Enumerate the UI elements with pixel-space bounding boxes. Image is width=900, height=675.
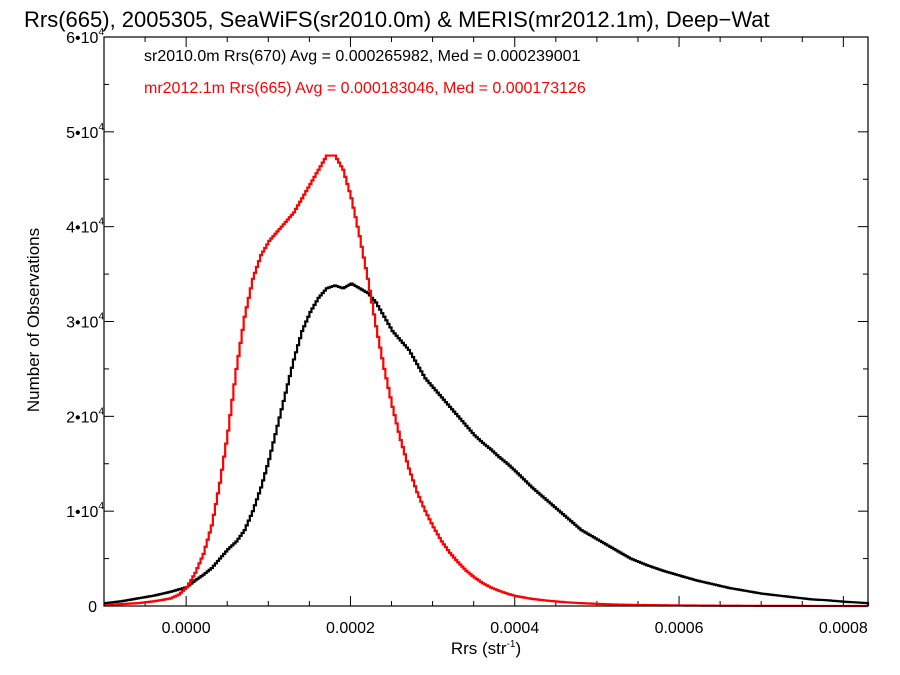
x-axis-label: Rrs (str-1) [451, 639, 521, 658]
plot-frame [103, 36, 869, 607]
x-tick-label: 0.0006 [655, 620, 704, 637]
x-tick-label: 0.0004 [490, 620, 539, 637]
x-tick-label: 0.0002 [326, 620, 375, 637]
y-tick-label: 3•104 [66, 312, 104, 332]
y-tick-labels: 0 1•104 2•104 3•104 4•104 5•104 6•104 [66, 27, 104, 616]
x-tick-label: 0.0000 [162, 620, 211, 637]
y-tick-label: 6•104 [66, 27, 104, 47]
y-tick-label: 0 [88, 599, 97, 616]
y-tick-label: 4•104 [66, 217, 104, 237]
legend-entry-sr2010: sr2010.0m Rrs(670) Avg = 0.000265982, Me… [144, 48, 581, 65]
series-line-mr2012 [104, 154, 868, 608]
series-layer [104, 154, 870, 608]
y-tick-label: 1•104 [66, 501, 104, 521]
x-tick-labels: 0.0000 0.0002 0.0004 0.0006 0.0008 [162, 620, 868, 637]
y-axis-label: Number of Observations [24, 228, 43, 412]
axis-ticks [103, 36, 868, 607]
legend-entry-mr2012: mr2012.1m Rrs(665) Avg = 0.000183046, Me… [144, 80, 586, 97]
chart-title: Rrs(665), 2005305, SeaWiFS(sr2010.0m) & … [24, 7, 770, 32]
y-tick-label: 5•104 [66, 122, 104, 142]
x-tick-label: 0.0008 [819, 620, 868, 637]
series-line-sr2010 [104, 282, 870, 606]
y-tick-label: 2•104 [66, 406, 104, 426]
